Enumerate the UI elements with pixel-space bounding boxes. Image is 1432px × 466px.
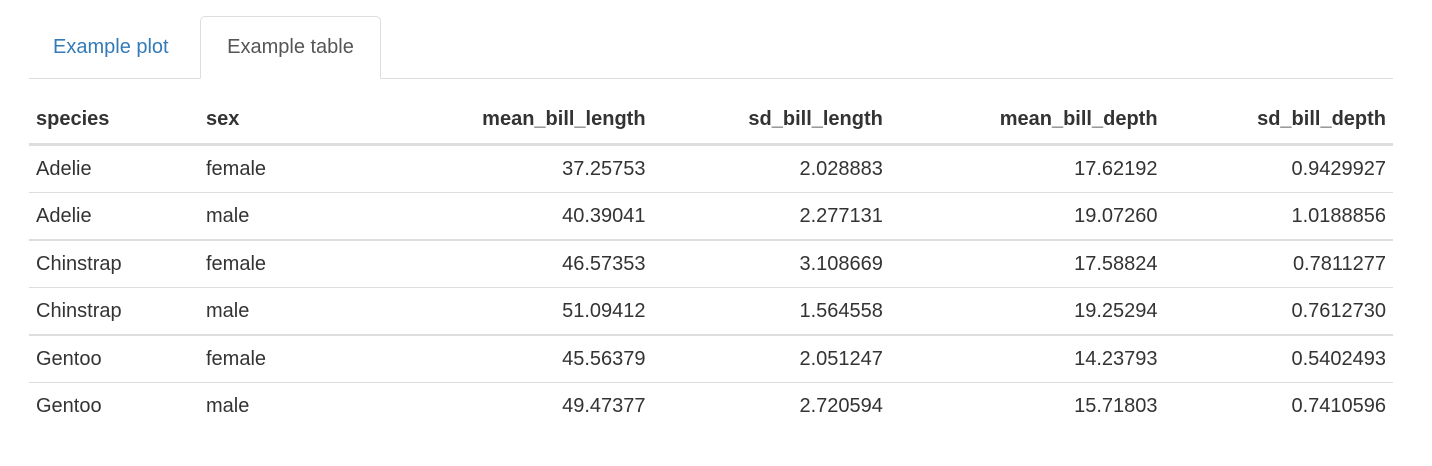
cell-mean-bill-depth: 17.58824 [889,239,1165,288]
cell-sex: female [199,334,369,383]
cell-sd-bill-depth: 0.7811277 [1164,239,1393,288]
cell-species: Chinstrap [29,287,199,335]
cell-species: Gentoo [29,382,199,429]
cell-sex: male [199,287,369,335]
cell-mean-bill-depth: 15.71803 [889,382,1165,429]
cell-sex: female [206,158,267,180]
table-row: Chinstrap male 51.09412 1.564558 19.2529… [29,287,1393,335]
tab-example-table[interactable]: Example table [200,16,381,79]
cell-sd-bill-depth: 0.5402493 [1164,334,1393,383]
cell-sd-bill-length: 3.108669 [652,239,890,288]
tab-example-plot[interactable]: Example plot [53,36,169,58]
tabset-panel: Example plot Example table species sex m… [29,16,1393,429]
cell-sd-bill-length: 2.277131 [652,192,890,240]
cell-sex: female [199,239,369,288]
cell-species: Adelie [36,158,92,180]
cell-mean-bill-length: 40.39041 [369,192,653,240]
cell-sd-bill-length: 2.028883 [799,158,883,180]
header-mean-bill-depth: mean_bill_depth [889,95,1165,146]
tab-bar: Example plot Example table [29,16,1393,79]
cell-sex: male [199,382,369,429]
cell-sd-bill-length: 1.564558 [652,287,890,335]
cell-mean-bill-depth: 17.62192 [1074,158,1158,180]
table-row: Adelie male 40.39041 2.277131 19.07260 1… [29,192,1393,240]
header-sd-bill-length: sd_bill_length [652,95,890,146]
cell-sd-bill-length: 2.720594 [652,382,890,429]
cell-mean-bill-depth: 19.07260 [889,192,1165,240]
cell-sex: male [199,192,369,240]
table-row: Gentoo male 49.47377 2.720594 15.71803 0… [29,382,1393,429]
cell-species: Chinstrap [29,239,199,288]
header-species: species [29,95,199,146]
cell-mean-bill-depth: 14.23793 [889,334,1165,383]
cell-mean-bill-depth: 19.25294 [889,287,1165,335]
cell-sd-bill-depth: 1.0188856 [1164,192,1393,240]
header-sex: sex [199,95,369,146]
cell-sd-bill-depth: 0.7410596 [1164,382,1393,429]
cell-mean-bill-length: 46.57353 [369,239,653,288]
header-sd-bill-depth: sd_bill_depth [1164,95,1393,146]
header-mean-bill-length: mean_bill_length [369,95,653,146]
table-header-row: species sex mean_bill_length sd_bill_len… [29,95,1393,146]
table-row: Gentoo female 45.56379 2.051247 14.23793… [29,334,1393,383]
cell-mean-bill-length: 37.25753 [562,158,646,180]
cell-sd-bill-length: 2.051247 [652,334,890,383]
cell-mean-bill-length: 51.09412 [369,287,653,335]
table-row: Chinstrap female 46.57353 3.108669 17.58… [29,239,1393,288]
cell-species: Adelie [29,192,199,240]
cell-sd-bill-depth: 0.9429927 [1291,158,1386,180]
cell-mean-bill-length: 45.56379 [369,334,653,383]
table-row: Adelie female 37.25753 2.028883 17.62192… [29,145,1393,193]
summary-table: species sex mean_bill_length sd_bill_len… [29,95,1393,429]
cell-sd-bill-depth: 0.7612730 [1164,287,1393,335]
cell-species: Gentoo [29,334,199,383]
cell-mean-bill-length: 49.47377 [369,382,653,429]
